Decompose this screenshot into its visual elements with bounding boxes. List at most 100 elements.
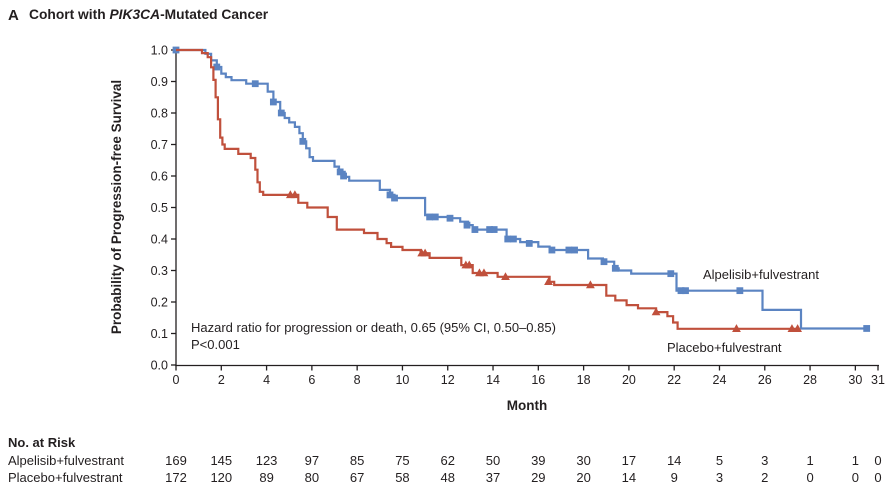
risk-value: 169 bbox=[165, 453, 187, 468]
risk-value: 5 bbox=[716, 453, 723, 468]
y-tick-label: 0.0 bbox=[151, 358, 168, 372]
y-tick-label: 0.7 bbox=[151, 138, 168, 152]
censor-mark-alpelisib-fulvestrant bbox=[677, 287, 685, 295]
figure-title-gene: PIK3CA bbox=[109, 7, 160, 22]
y-tick-label: 0.6 bbox=[151, 169, 168, 183]
risk-value: 80 bbox=[305, 470, 319, 485]
risk-value: 17 bbox=[622, 453, 636, 468]
risk-value: 3 bbox=[761, 453, 768, 468]
x-tick-label: 16 bbox=[531, 373, 545, 387]
risk-value: 2 bbox=[761, 470, 768, 485]
risk-table-header: No. at Risk bbox=[8, 435, 76, 450]
censor-mark-alpelisib-fulvestrant bbox=[510, 235, 517, 243]
risk-value: 29 bbox=[531, 470, 545, 485]
risk-value: 0 bbox=[806, 470, 813, 485]
risk-value: 172 bbox=[165, 470, 187, 485]
figure-title-part3: -Mutated Cancer bbox=[160, 7, 269, 22]
risk-value: 58 bbox=[395, 470, 409, 485]
risk-value: 37 bbox=[486, 470, 500, 485]
x-tick-label: 24 bbox=[713, 373, 727, 387]
censor-mark-alpelisib-fulvestrant bbox=[736, 287, 744, 295]
risk-value: 1 bbox=[852, 453, 859, 468]
risk-value: 123 bbox=[256, 453, 278, 468]
x-tick-label: 0 bbox=[173, 373, 180, 387]
censor-mark-alpelisib-fulvestrant bbox=[571, 246, 578, 254]
censor-mark-alpelisib-fulvestrant bbox=[340, 172, 347, 180]
censor-mark-placebo-fulvestrant bbox=[651, 307, 661, 316]
y-tick-label: 1.0 bbox=[151, 43, 168, 57]
axes-layer: 1.00.90.80.70.60.50.40.30.20.10.00 2 4 6 8 10… bbox=[151, 43, 885, 387]
risk-value: 67 bbox=[350, 470, 364, 485]
x-tick-label: 28 bbox=[803, 373, 817, 387]
censor-mark-alpelisib-fulvestrant bbox=[486, 226, 494, 233]
censor-mark-placebo-fulvestrant bbox=[420, 248, 430, 257]
risk-value: 85 bbox=[350, 453, 364, 468]
y-axis-label: Probability of Progression-free Survival bbox=[109, 80, 124, 334]
x-tick-label: 18 bbox=[577, 373, 591, 387]
x-tick-label: 30 bbox=[848, 373, 862, 387]
y-tick-label: 0.4 bbox=[151, 232, 168, 246]
censor-mark-alpelisib-fulvestrant bbox=[431, 213, 439, 221]
risk-value: 50 bbox=[486, 453, 500, 468]
risk-value: 0 bbox=[852, 470, 859, 485]
risk-value: 30 bbox=[576, 453, 590, 468]
figure-title: Cohort with PIK3CA-Mutated Cancer bbox=[29, 7, 269, 22]
censor-mark-alpelisib-fulvestrant bbox=[463, 221, 471, 229]
risk-value: 1 bbox=[806, 453, 813, 468]
x-tick-label: 6 bbox=[308, 373, 315, 387]
censor-mark-placebo-fulvestrant bbox=[290, 190, 300, 199]
y-tick-label: 0.5 bbox=[151, 201, 168, 215]
censor-mark-alpelisib-fulvestrant bbox=[391, 194, 398, 202]
censor-mark-placebo-fulvestrant bbox=[464, 260, 474, 269]
censor-mark-alpelisib-fulvestrant bbox=[667, 270, 675, 278]
hazard-ratio-annotation: Hazard ratio for progression or death, 0… bbox=[191, 320, 556, 335]
censor-mark-alpelisib-fulvestrant bbox=[299, 137, 307, 145]
x-tick-label: 12 bbox=[441, 373, 455, 387]
risk-value: 3 bbox=[716, 470, 723, 485]
censor-mark-alpelisib-fulvestrant bbox=[600, 258, 608, 266]
censor-mark-alpelisib-fulvestrant bbox=[565, 246, 573, 254]
curves-layer bbox=[172, 46, 871, 332]
risk-value: 9 bbox=[671, 470, 678, 485]
censor-mark-placebo-fulvestrant bbox=[586, 280, 595, 289]
x-tick-label: 22 bbox=[667, 373, 681, 387]
censor-mark-alpelisib-fulvestrant bbox=[548, 246, 556, 254]
risk-value: 14 bbox=[667, 453, 681, 468]
x-axis-label: Month bbox=[507, 398, 547, 413]
x-tick-label: 2 bbox=[218, 373, 225, 387]
risk-value: 39 bbox=[531, 453, 545, 468]
censor-mark-placebo-fulvestrant bbox=[479, 268, 489, 277]
risk-value: 89 bbox=[259, 470, 273, 485]
panel-letter: A bbox=[8, 7, 19, 24]
censor-mark-placebo-fulvestrant bbox=[732, 324, 741, 332]
censor-mark-alpelisib-fulvestrant bbox=[863, 325, 871, 332]
x-tick-label: 20 bbox=[622, 373, 636, 387]
censor-mark-alpelisib-fulvestrant bbox=[251, 80, 259, 88]
risk-value: 120 bbox=[210, 470, 232, 485]
p-value-annotation: P<0.001 bbox=[191, 337, 240, 352]
censor-mark-placebo-fulvestrant bbox=[793, 324, 803, 332]
x-tick-label: 4 bbox=[263, 373, 270, 387]
censor-mark-alpelisib-fulvestrant bbox=[504, 235, 512, 243]
censor-mark-alpelisib-fulvestrant bbox=[386, 191, 394, 199]
risk-value: 0 bbox=[874, 453, 881, 468]
x-tick-label: 8 bbox=[354, 373, 361, 387]
km-curve-placebo-fulvestrant bbox=[176, 48, 799, 330]
censor-mark-alpelisib-fulvestrant bbox=[525, 240, 533, 247]
risk-row-label-alpelisib: Alpelisib+fulvestrant bbox=[8, 453, 124, 468]
y-tick-label: 0.8 bbox=[151, 106, 168, 120]
y-tick-label: 0.3 bbox=[151, 264, 168, 278]
km-curve-alpelisib-fulvestrant bbox=[176, 48, 868, 330]
censor-mark-alpelisib-fulvestrant bbox=[611, 264, 619, 272]
risk-value: 48 bbox=[441, 470, 455, 485]
y-tick-label: 0.2 bbox=[151, 295, 168, 309]
censor-mark-placebo-fulvestrant bbox=[501, 272, 510, 280]
x-tick-label: 31 bbox=[871, 373, 885, 387]
risk-value: 97 bbox=[305, 453, 319, 468]
censor-mark-alpelisib-fulvestrant bbox=[213, 63, 221, 71]
censor-mark-alpelisib-fulvestrant bbox=[682, 287, 689, 295]
censor-mark-alpelisib-fulvestrant bbox=[336, 168, 344, 176]
risk-value: 0 bbox=[874, 470, 881, 485]
